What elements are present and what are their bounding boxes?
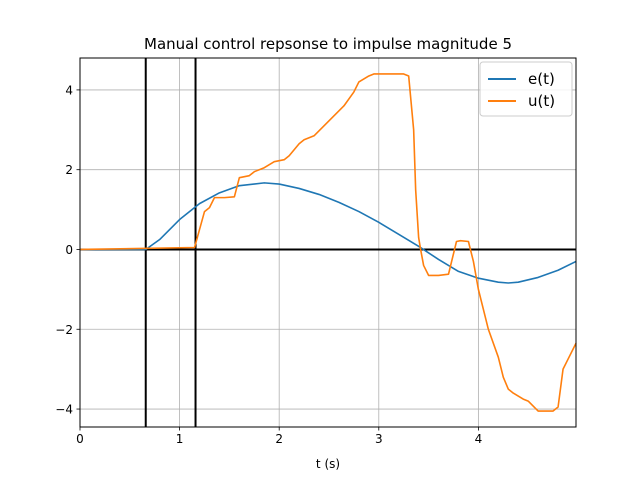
x-axis-label: t (s) — [316, 457, 340, 471]
legend-label: u(t) — [528, 92, 555, 110]
x-tick-label: 3 — [375, 432, 383, 446]
x-tick-label: 4 — [475, 432, 483, 446]
series-line-ut — [79, 73, 577, 412]
y-tick-label: 0 — [65, 243, 73, 257]
y-tick-label: 2 — [65, 163, 73, 177]
legend: e(t) u(t) — [479, 61, 573, 117]
series-lines — [79, 73, 577, 412]
plot-frame — [79, 57, 577, 428]
y-tick-label: 4 — [65, 83, 73, 97]
x-tick-label: 0 — [76, 432, 84, 446]
axis-ticks: 0 1 2 3 4 −4 −2 0 2 4 — [55, 83, 482, 446]
x-tick-label: 2 — [275, 432, 283, 446]
legend-box — [479, 61, 573, 117]
x-tick-label: 1 — [176, 432, 184, 446]
y-tick-label: −2 — [55, 323, 73, 337]
y-tick-label: −4 — [55, 403, 73, 417]
series-line-et — [80, 182, 577, 284]
chart-title: Manual control repsonse to impulse magni… — [144, 35, 512, 53]
legend-label: e(t) — [528, 70, 555, 88]
